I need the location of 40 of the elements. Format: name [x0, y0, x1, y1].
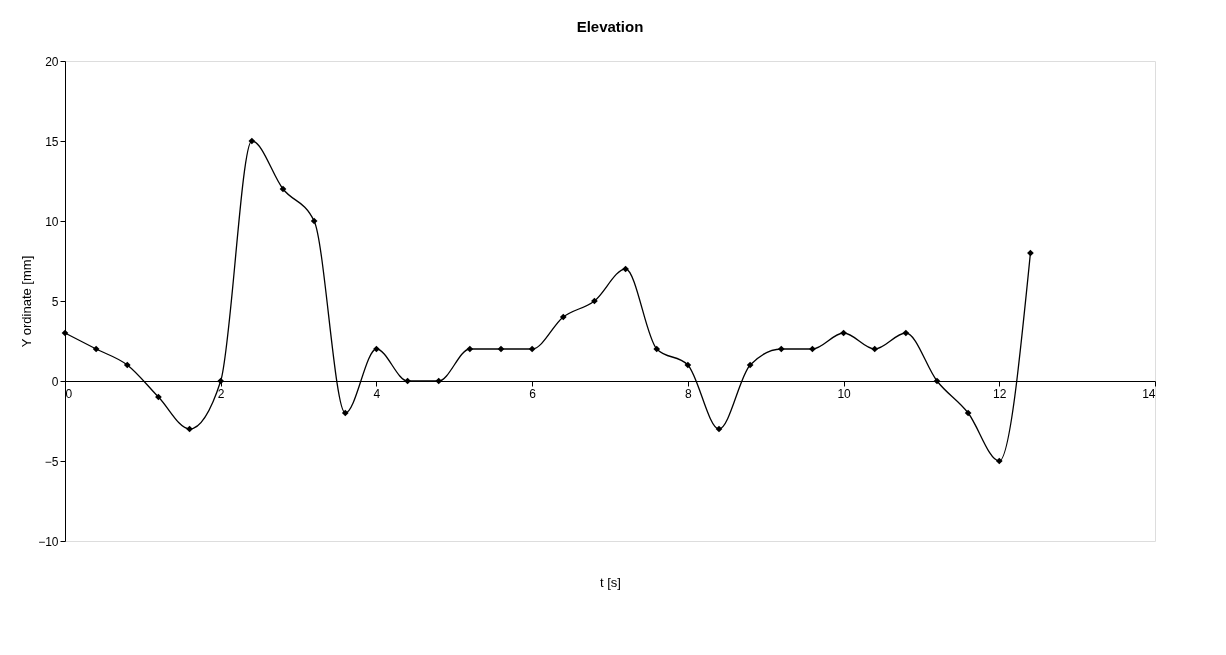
point	[902, 329, 910, 337]
x-tick-label: 0	[65, 386, 73, 401]
x-axis-title: t [s]	[600, 574, 621, 590]
x-tick-label: 8	[685, 386, 693, 401]
x-tick-label: 12	[993, 386, 1007, 401]
point	[497, 345, 505, 353]
point	[746, 361, 754, 369]
point	[964, 409, 972, 417]
point	[653, 345, 661, 353]
point	[466, 345, 474, 353]
y-tick-label: 0	[51, 374, 59, 389]
point	[995, 457, 1003, 465]
point	[777, 345, 785, 353]
point	[217, 377, 225, 385]
y-axis-title: Y ordinate [mm]	[19, 255, 35, 348]
point	[92, 345, 100, 353]
point	[123, 361, 131, 369]
chart-title: Elevation	[576, 18, 644, 35]
x-tick-label: 4	[373, 386, 381, 401]
y-tick-label: −5	[44, 454, 59, 469]
y-tick-label: 10	[45, 214, 59, 229]
point	[279, 185, 287, 193]
x-tick-label: 2	[217, 386, 225, 401]
point	[715, 425, 723, 433]
point	[310, 217, 318, 225]
y-tick-label: 5	[51, 294, 59, 309]
y-tick-label: −10	[38, 534, 59, 549]
point	[871, 345, 879, 353]
x-tick-label: 14	[1142, 386, 1156, 401]
point	[559, 313, 567, 321]
y-tick-label: 20	[45, 54, 59, 69]
point	[341, 409, 349, 417]
point	[61, 329, 69, 337]
x-tick-label: 6	[529, 386, 537, 401]
point	[528, 345, 536, 353]
point	[684, 361, 692, 369]
point	[248, 137, 256, 145]
y-tick-label: 15	[45, 134, 59, 149]
x-tick-label: 10	[837, 386, 852, 401]
point	[933, 377, 941, 385]
